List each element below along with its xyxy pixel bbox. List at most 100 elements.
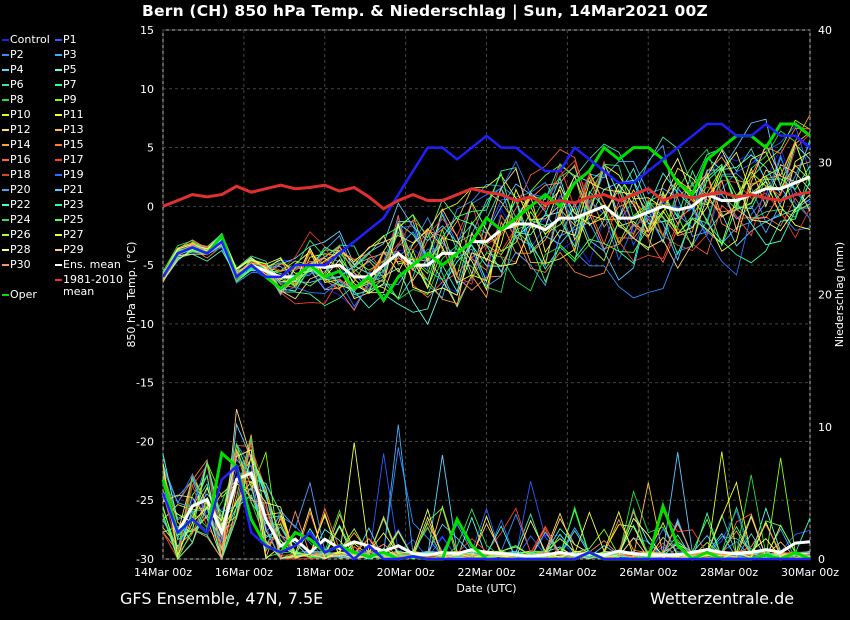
legend-label: P1 — [63, 33, 77, 46]
legend-swatch — [55, 84, 62, 86]
legend-swatch — [2, 204, 9, 206]
y-tick-label: -25 — [136, 494, 154, 507]
legend-label: P20 — [10, 183, 31, 196]
legend-item: P25 — [55, 213, 84, 227]
x-tick-label: 30Mar 00z — [781, 566, 839, 579]
legend-swatch — [55, 99, 62, 101]
legend-item: P8 — [2, 93, 24, 107]
legend-swatch — [55, 189, 62, 191]
legend-label: P18 — [10, 168, 31, 181]
legend-item: P19 — [55, 168, 84, 182]
legend-item: P7 — [55, 78, 77, 92]
source-label: Wetterzentrale.de — [650, 589, 795, 608]
grid — [162, 29, 811, 560]
legend-label: P24 — [10, 213, 31, 226]
legend-swatch — [55, 39, 62, 41]
legend-label: P15 — [63, 138, 84, 151]
legend-swatch — [2, 99, 9, 101]
legend-item: P16 — [2, 153, 31, 167]
legend-label: Ens. mean — [63, 258, 121, 271]
legend-label: P19 — [63, 168, 84, 181]
legend-swatch — [55, 279, 62, 281]
main-series — [161, 122, 811, 561]
legend-item: mean — [55, 285, 94, 299]
legend-item: P9 — [55, 93, 77, 107]
legend-label: P28 — [10, 243, 31, 256]
legend-swatch — [55, 174, 62, 176]
legend-item: P17 — [55, 153, 84, 167]
x-tick-label: 24Mar 00z — [538, 566, 596, 579]
chart-title: Bern (CH) 850 hPa Temp. & Niederschlag |… — [142, 2, 708, 20]
y-tick-label: -20 — [136, 435, 154, 448]
y-tick-label: -15 — [136, 377, 154, 390]
member-precip-line — [162, 443, 811, 561]
member-temp-line — [162, 163, 811, 295]
legend-swatch — [2, 174, 9, 176]
legend-item: P22 — [2, 198, 31, 212]
legend-swatch — [2, 39, 9, 41]
legend-item: Ens. mean — [55, 258, 121, 272]
legend-swatch — [2, 159, 9, 161]
legend-item: Control — [2, 33, 50, 47]
legend-swatch — [2, 249, 9, 251]
legend-label: P30 — [10, 258, 31, 271]
legend-label: P29 — [63, 243, 84, 256]
ens-mean-temp-line — [161, 175, 811, 280]
x-tick-label: 14Mar 00z — [134, 566, 192, 579]
legend-item: P4 — [2, 63, 24, 77]
legend-label: P3 — [63, 48, 77, 61]
legend-swatch — [2, 294, 9, 296]
legend-label: P5 — [63, 63, 77, 76]
legend-label: P8 — [10, 93, 24, 106]
legend-swatch — [55, 234, 62, 236]
y2-tick-label: 40 — [818, 24, 832, 37]
legend-item: P11 — [55, 108, 84, 122]
legend-swatch — [2, 264, 9, 266]
legend-label: P12 — [10, 123, 31, 136]
x-tick-label: 18Mar 00z — [296, 566, 354, 579]
member-temp-line — [162, 148, 811, 299]
x-tick-label: 16Mar 00z — [215, 566, 273, 579]
legend-swatch — [55, 159, 62, 161]
legend-swatch — [55, 129, 62, 131]
legend-label: P22 — [10, 198, 31, 211]
1981-2010-mean-temp-line — [162, 183, 811, 211]
y2-tick-label: 20 — [818, 289, 832, 302]
control-precip-line — [161, 464, 810, 561]
legend-label: P11 — [63, 108, 84, 121]
legend-item: P6 — [2, 78, 24, 92]
legend-swatch — [55, 69, 62, 71]
legend-swatch — [55, 144, 62, 146]
legend-item: P2 — [2, 48, 24, 62]
legend-swatch — [55, 249, 62, 251]
y2-tick-label: 30 — [818, 156, 832, 169]
legend-swatch — [2, 129, 9, 131]
legend-label: mean — [63, 285, 95, 298]
legend-item: P14 — [2, 138, 31, 152]
legend-item: P3 — [55, 48, 77, 62]
legend-label: 1981-2010 — [63, 273, 123, 286]
member-temp-line — [162, 164, 811, 299]
legend-swatch — [55, 54, 62, 56]
legend-swatch — [55, 204, 62, 206]
axes: 14Mar 00z 16Mar 00z 18Mar 00z 20Mar 00z 22Ma… — [125, 24, 846, 595]
legend-swatch — [2, 234, 9, 236]
legend-item: P15 — [55, 138, 84, 152]
legend-item: P12 — [2, 123, 31, 137]
x-tick-label: 22Mar 00z — [457, 566, 515, 579]
y2-axis-label: Niederschlag (mm) — [833, 242, 846, 347]
legend-label: P14 — [10, 138, 31, 151]
legend-label: P4 — [10, 63, 24, 76]
y-tick-label: 0 — [147, 200, 154, 213]
legend-swatch — [2, 84, 9, 86]
y-tick-label: -5 — [143, 259, 154, 272]
oper-temp-line — [161, 122, 811, 304]
legend-item: P26 — [2, 228, 31, 242]
legend-item: 1981-2010 — [55, 273, 123, 287]
legend-swatch — [2, 219, 9, 221]
x-tick-label: 26Mar 00z — [619, 566, 677, 579]
legend-item: P23 — [55, 198, 84, 212]
legend-label: P21 — [63, 183, 84, 196]
legend-swatch — [55, 291, 62, 293]
